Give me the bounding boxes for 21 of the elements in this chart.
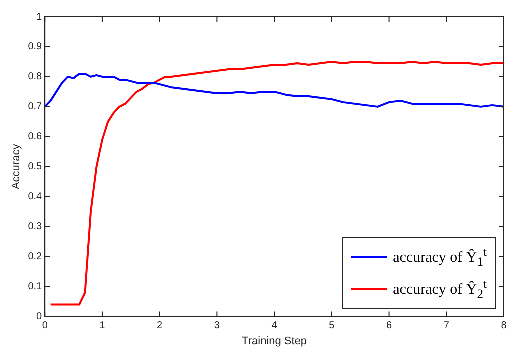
y-tick-label: 0.5 bbox=[28, 162, 43, 173]
y-tick-label: 0.8 bbox=[28, 72, 43, 83]
x-axis-title: Training Step bbox=[242, 335, 308, 348]
x-tick-label: 2 bbox=[157, 320, 164, 332]
y-tick-label: 0.7 bbox=[28, 102, 43, 113]
y-axis-title: Accuracy bbox=[10, 144, 23, 190]
x-tick-label: 8 bbox=[501, 320, 508, 332]
y-tick-label: 0.9 bbox=[28, 42, 43, 53]
y-tick-label: 0.6 bbox=[28, 132, 43, 143]
x-tick-label: 6 bbox=[386, 320, 392, 332]
x-tick-label: 5 bbox=[329, 320, 336, 332]
y-tick-label: 0.2 bbox=[28, 252, 43, 263]
y-tick-label: 1 bbox=[36, 12, 43, 23]
x-tick-label: 7 bbox=[444, 320, 450, 332]
y-tick-label: 0.1 bbox=[28, 282, 43, 293]
y-tick-label: 0.4 bbox=[28, 192, 43, 203]
y-tick-label: 0 bbox=[36, 312, 43, 323]
x-tick-label: 3 bbox=[214, 320, 220, 332]
y-tick-label: 0.3 bbox=[28, 222, 43, 233]
x-tick-label: 1 bbox=[100, 320, 106, 332]
x-tick-label: 4 bbox=[272, 320, 278, 332]
